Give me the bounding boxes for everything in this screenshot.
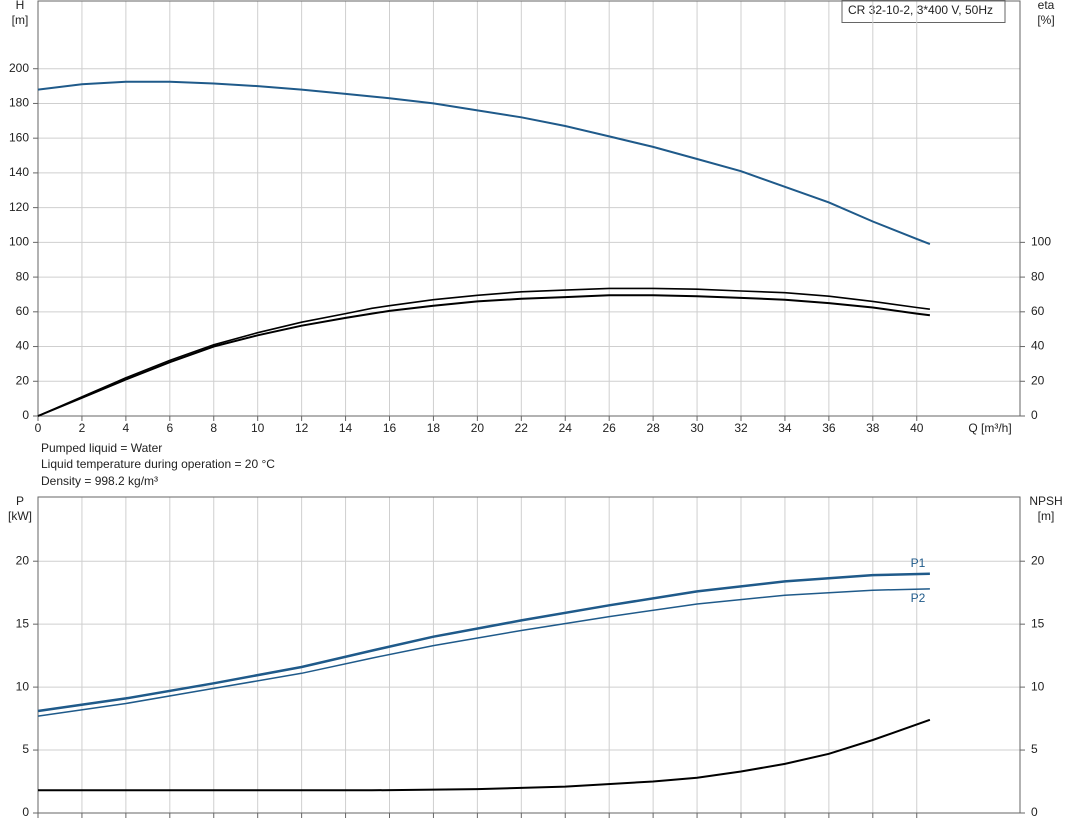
- y-tick-label: 100: [9, 235, 29, 249]
- y2-tick-label: 80: [1031, 269, 1045, 283]
- y-axis-label: H: [16, 0, 25, 12]
- x-tick-label: 8: [210, 421, 217, 435]
- y-tick-label: 140: [9, 165, 29, 179]
- info-text: Density = 998.2 kg/m³: [41, 474, 158, 488]
- x-tick-label: 32: [734, 421, 748, 435]
- series-label: P1: [911, 556, 926, 570]
- curve: [37, 80, 931, 246]
- x-tick-label: 28: [646, 421, 660, 435]
- y-axis-unit: [kW]: [8, 509, 32, 523]
- series-label: P2: [911, 591, 926, 605]
- x-tick-label: 14: [339, 421, 353, 435]
- y-tick-label: 120: [9, 200, 29, 214]
- y2-tick-label: 20: [1031, 553, 1045, 567]
- y-tick-label: 5: [22, 742, 29, 756]
- x-tick-label: 4: [123, 421, 130, 435]
- curve: [37, 572, 930, 713]
- y2-tick-label: 20: [1031, 373, 1045, 387]
- info-text: Pumped liquid = Water: [41, 441, 162, 455]
- y2-tick-label: 100: [1031, 235, 1051, 249]
- curve: [37, 588, 930, 717]
- y-tick-label: 40: [16, 339, 30, 353]
- x-tick-label: 18: [427, 421, 441, 435]
- curve: [38, 718, 931, 792]
- y2-tick-label: 0: [1031, 408, 1038, 422]
- x-tick-label: 22: [515, 421, 529, 435]
- y2-tick-label: 10: [1031, 679, 1045, 693]
- y2-axis-label: NPSH: [1029, 494, 1062, 508]
- y2-tick-label: 60: [1031, 304, 1045, 318]
- y2-axis-unit: [%]: [1037, 13, 1054, 27]
- x-tick-label: 2: [79, 421, 86, 435]
- x-tick-label: 24: [559, 421, 573, 435]
- x-tick-label: 40: [910, 421, 924, 435]
- y-tick-label: 20: [16, 553, 30, 567]
- y2-axis-label: eta: [1038, 0, 1055, 12]
- plot-frame: [37, 0, 1021, 417]
- info-text: Liquid temperature during operation = 20…: [41, 457, 275, 471]
- x-tick-label: 34: [778, 421, 792, 435]
- y2-tick-label: 40: [1031, 339, 1045, 353]
- y2-tick-label: 5: [1031, 742, 1038, 756]
- x-tick-label: 10: [251, 421, 265, 435]
- x-tick-label: 38: [866, 421, 880, 435]
- y-tick-label: 20: [16, 373, 30, 387]
- model-label: CR 32-10-2, 3*400 V, 50Hz: [848, 3, 993, 17]
- y2-axis-unit: [m]: [1038, 509, 1055, 523]
- x-tick-label: 26: [603, 421, 617, 435]
- plot-frame: [37, 496, 1021, 814]
- x-tick-label: 12: [295, 421, 309, 435]
- x-tick-label: 36: [822, 421, 836, 435]
- x-tick-label: 16: [383, 421, 397, 435]
- y-tick-label: 60: [16, 304, 30, 318]
- x-tick-label: 30: [690, 421, 704, 435]
- y-tick-label: 160: [9, 130, 29, 144]
- y-tick-label: 15: [16, 616, 30, 630]
- y-tick-label: 80: [16, 269, 30, 283]
- x-tick-label: 0: [35, 421, 42, 435]
- curve: [37, 294, 931, 417]
- curve: [37, 287, 931, 417]
- x-axis-label: Q [m³/h]: [968, 421, 1011, 435]
- y-tick-label: 0: [22, 805, 29, 819]
- y-tick-label: 180: [9, 96, 29, 110]
- y-tick-label: 10: [16, 679, 30, 693]
- x-tick-label: 6: [166, 421, 173, 435]
- y-tick-label: 0: [22, 408, 29, 422]
- x-tick-label: 20: [471, 421, 485, 435]
- y2-tick-label: 0: [1031, 805, 1038, 819]
- y-axis-label: P: [16, 494, 24, 508]
- y-axis-unit: [m]: [12, 13, 29, 27]
- y-tick-label: 200: [9, 61, 29, 75]
- y2-tick-label: 15: [1031, 616, 1045, 630]
